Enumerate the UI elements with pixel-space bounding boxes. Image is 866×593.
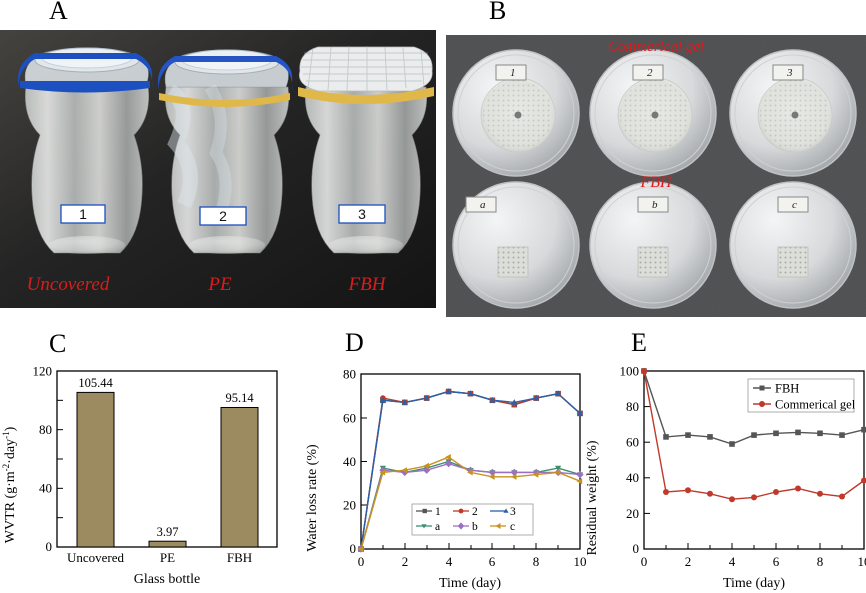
svg-text:10: 10	[858, 554, 866, 569]
svg-text:1: 1	[79, 206, 87, 222]
svg-text:6: 6	[773, 554, 780, 569]
svg-text:Commerical gel: Commerical gel	[775, 398, 856, 412]
svg-text:Residual weight (%): Residual weight (%)	[585, 440, 600, 555]
svg-text:3: 3	[510, 506, 516, 518]
svg-text:2: 2	[402, 554, 409, 569]
svg-text:FBH: FBH	[348, 274, 387, 295]
svg-text:Water loss rate (%): Water loss rate (%)	[305, 444, 320, 552]
svg-text:0: 0	[641, 554, 648, 569]
svg-text:40: 40	[626, 470, 639, 485]
svg-text:FBH: FBH	[639, 174, 673, 191]
svg-text:8: 8	[533, 554, 540, 569]
svg-text:20: 20	[343, 498, 356, 513]
svg-text:0: 0	[633, 541, 640, 556]
svg-text:Commerical gel: Commerical gel	[608, 39, 704, 55]
svg-text:8: 8	[817, 554, 824, 569]
svg-text:2: 2	[685, 554, 692, 569]
svg-text:40: 40	[343, 454, 356, 469]
svg-text:80: 80	[343, 367, 356, 382]
svg-text:0: 0	[350, 541, 357, 556]
svg-text:a: a	[480, 199, 486, 211]
svg-text:4: 4	[446, 554, 453, 569]
svg-text:105.44: 105.44	[78, 376, 113, 390]
svg-text:120: 120	[33, 364, 53, 379]
svg-text:c: c	[510, 521, 515, 533]
svg-text:Glass bottle: Glass bottle	[134, 572, 201, 587]
svg-text:80: 80	[39, 422, 52, 437]
svg-text:3.97: 3.97	[157, 525, 179, 539]
svg-text:2: 2	[472, 506, 478, 518]
svg-text:a: a	[435, 521, 440, 533]
svg-text:100: 100	[620, 364, 640, 379]
svg-text:6: 6	[489, 554, 496, 569]
svg-text:40: 40	[39, 481, 52, 496]
svg-text:c: c	[792, 199, 797, 211]
svg-text:Uncovered: Uncovered	[67, 550, 125, 565]
svg-text:3: 3	[358, 206, 366, 222]
svg-text:80: 80	[626, 399, 639, 414]
svg-text:20: 20	[626, 506, 639, 521]
svg-text:FBH: FBH	[775, 382, 799, 396]
svg-text:b: b	[472, 521, 478, 533]
svg-text:60: 60	[343, 411, 356, 426]
svg-text:PE: PE	[160, 550, 175, 565]
svg-text:2: 2	[219, 208, 227, 224]
svg-text:Time (day): Time (day)	[439, 576, 501, 591]
svg-text:60: 60	[626, 435, 639, 450]
svg-text:b: b	[652, 199, 658, 211]
svg-text:2: 2	[647, 67, 653, 79]
svg-text:0: 0	[46, 539, 53, 554]
svg-text:1: 1	[435, 506, 441, 518]
svg-text:1: 1	[510, 67, 516, 79]
svg-text:3: 3	[786, 67, 793, 79]
svg-text:PE: PE	[207, 274, 232, 295]
svg-text:4: 4	[729, 554, 736, 569]
svg-text:0: 0	[358, 554, 365, 569]
svg-text:95.14: 95.14	[225, 391, 254, 405]
svg-text:WVTR (g·m-2·day-1): WVTR (g·m-2·day-1)	[1, 426, 18, 543]
svg-text:FBH: FBH	[227, 550, 252, 565]
svg-text:Time (day): Time (day)	[723, 576, 785, 591]
svg-text:Uncovered: Uncovered	[27, 274, 110, 295]
